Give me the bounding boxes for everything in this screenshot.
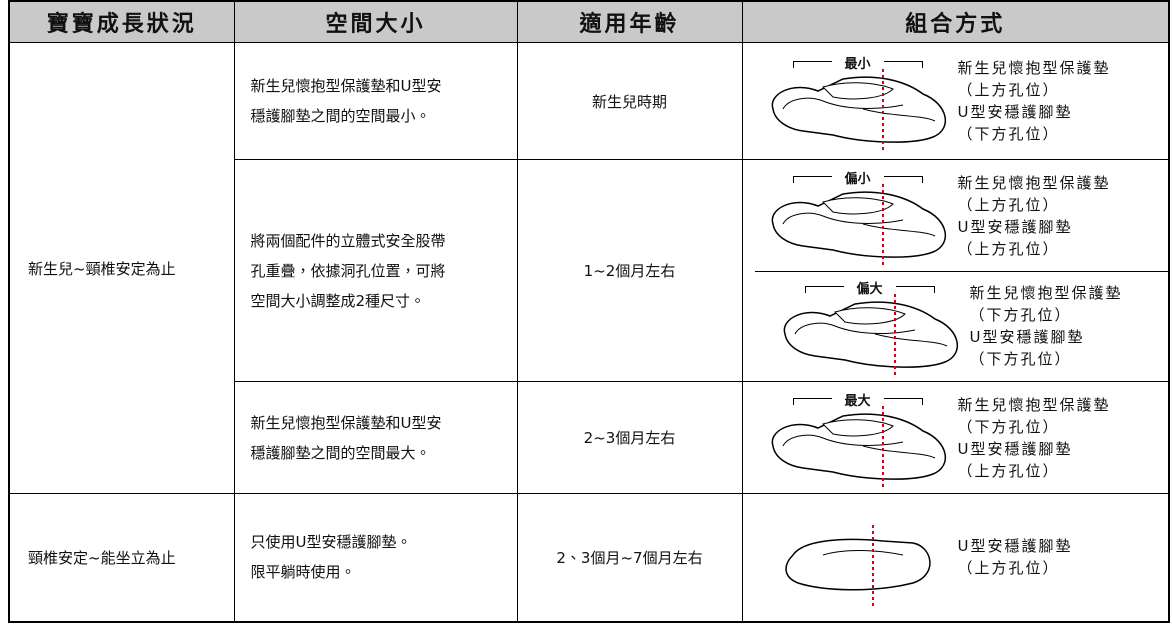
combo-line: U型安穩護腳墊 [957, 439, 1073, 458]
combo-picture: 偏小 [743, 166, 958, 266]
combo-line: 新生兒懷抱型保護墊 [957, 395, 1111, 414]
size-label: 偏小 [792, 168, 923, 187]
combo: 偏大 新生兒懷抱型保護墊 （下方孔位） U型安穩護腳墊 （下方孔位） [754, 270, 1168, 381]
combo-line: （下方孔位） [969, 306, 1072, 324]
table-row: 新生兒~頸椎安定為止 新生兒懷抱型保護墊和U型安 穩護腳墊之間的空間最小。 新生兒時期… [8, 42, 1170, 494]
stage-cell: 頸椎安定~能坐立為止 [8, 493, 235, 622]
combo: 最小 新生兒懷抱型保護墊 （上方孔位） U型安穩護腳墊 （下方孔位） [743, 46, 1169, 156]
combo-line: U型安穩護腳墊 [957, 103, 1073, 121]
combo-line: U型安穩護腳墊 [957, 217, 1073, 236]
combo-text: 新生兒懷抱型保護墊 （下方孔位） U型安穩護腳墊 （上方孔位） [958, 394, 1111, 482]
combo-line: （下方孔位） [957, 125, 1060, 143]
combo-text: 新生兒懷抱型保護墊 （下方孔位） U型安穩護腳墊 （下方孔位） [970, 282, 1123, 370]
space-line: 限平躺時使用。 [250, 563, 356, 582]
combo-line: （上方孔位） [957, 239, 1060, 258]
combo-cell: 偏小 新生兒懷抱型保護墊 （上方孔位） U型安穩護腳墊 （上方孔位） 偏大 新生兒懷抱型保護… [741, 159, 1170, 382]
space-line: 孔重疊，依據洞孔位置，可將 [250, 261, 446, 280]
cushion-drawing [783, 294, 958, 376]
table: 寶寶成長狀況 空間大小 適用年齡 組合方式 新生兒~頸椎安定為止 新生兒懷抱型保護墊和U… [8, 0, 1170, 623]
size-label: 最小 [792, 53, 923, 72]
combo-text: U型安穩護腳墊 （上方孔位） [958, 535, 1073, 579]
header-row: 寶寶成長狀況 空間大小 適用年齡 組合方式 [8, 0, 1170, 43]
combo-picture: 最大 [743, 388, 958, 488]
space-cell: 將兩個配件的立體式安全股帶 孔重疊，依據洞孔位置，可將 空間大小調整成2種尺寸。 [233, 159, 518, 382]
space-line: 新生兒懷抱型保護墊和U型安 [250, 77, 442, 95]
combo-line: 新生兒懷抱型保護墊 [957, 59, 1111, 77]
header-cell: 寶寶成長狀況 [8, 0, 235, 43]
cushion-drawing [784, 525, 931, 608]
space-line: 穩護腳墊之間的空間最大。 [250, 443, 431, 462]
combo: 偏小 新生兒懷抱型保護墊 （上方孔位） U型安穩護腳墊 （上方孔位） [743, 161, 1169, 271]
space-line: 空間大小調整成2種尺寸。 [250, 291, 426, 310]
combo-line: （上方孔位） [957, 559, 1060, 578]
combo-line: 新生兒懷抱型保護墊 [957, 173, 1111, 192]
combo-cell: U型安穩護腳墊 （上方孔位） [741, 493, 1170, 622]
space-cell: 新生兒懷抱型保護墊和U型安 穩護腳墊之間的空間最小。 [233, 42, 518, 160]
table-row: 新生兒懷抱型保護墊和U型安 穩護腳墊之間的空間最大。 2~3個月左右 最大 新生兒懷抱型… [9, 381, 1170, 494]
age-cell: 新生兒時期 [516, 42, 743, 160]
combo-line: U型安穩護腳墊 [969, 328, 1085, 346]
combo-line: （下方孔位） [957, 417, 1060, 436]
space-line: 新生兒懷抱型保護墊和U型安 [250, 413, 442, 432]
combo-line: （下方孔位） [969, 350, 1072, 368]
combo-line: （上方孔位） [957, 461, 1060, 480]
age-cell: 1~2個月左右 [516, 159, 743, 382]
combo-cell: 最大 新生兒懷抱型保護墊 （下方孔位） U型安穩護腳墊 （上方孔位） [741, 381, 1170, 494]
space-cell: 只使用U型安穩護腳墊。 限平躺時使用。 [233, 493, 518, 622]
stage-cell: 新生兒~頸椎安定為止 [8, 42, 235, 494]
combo-picture [743, 507, 958, 608]
age-cell: 2、3個月~7個月左右 [516, 493, 743, 622]
combo-text: 新生兒懷抱型保護墊 （上方孔位） U型安穩護腳墊 （下方孔位） [958, 57, 1111, 145]
combo-cell: 最小 新生兒懷抱型保護墊 （上方孔位） U型安穩護腳墊 （下方孔位） [741, 42, 1170, 160]
combo-text: 新生兒懷抱型保護墊 （上方孔位） U型安穩護腳墊 （上方孔位） [958, 172, 1111, 260]
combo-line: （上方孔位） [957, 195, 1060, 214]
table-row: 頸椎安定~能坐立為止 只使用U型安穩護腳墊。 限平躺時使用。 2、3個月~7個月左右 U… [8, 493, 1170, 622]
header-cell: 適用年齡 [516, 0, 743, 43]
space-cell: 新生兒懷抱型保護墊和U型安 穩護腳墊之間的空間最大。 [233, 381, 518, 494]
combo-line: 新生兒懷抱型保護墊 [969, 284, 1123, 302]
combo-picture: 偏大 [755, 276, 970, 376]
space-line: 只使用U型安穩護腳墊。 [250, 533, 412, 552]
space-line: 將兩個配件的立體式安全股帶 [250, 231, 446, 250]
table-wrap: 寶寶成長狀況 空間大小 適用年齡 組合方式 新生兒~頸椎安定為止 新生兒懷抱型保護墊和U… [8, 0, 1170, 623]
cushion-drawing [771, 405, 946, 488]
size-label: 偏大 [804, 278, 935, 297]
header-cell: 組合方式 [741, 0, 1170, 43]
combo: U型安穩護腳墊 （上方孔位） [743, 502, 1169, 612]
space-line: 穩護腳墊之間的空間最小。 [250, 107, 431, 125]
combo: 最大 新生兒懷抱型保護墊 （下方孔位） U型安穩護腳墊 （上方孔位） [743, 383, 1169, 493]
header-cell: 空間大小 [233, 0, 518, 43]
table-row: 將兩個配件的立體式安全股帶 孔重疊，依據洞孔位置，可將 空間大小調整成2種尺寸。 1~… [9, 159, 1170, 382]
combo-line: （上方孔位） [957, 81, 1060, 99]
cushion-drawing [771, 69, 946, 151]
cushion-drawing [771, 183, 946, 266]
size-label: 最大 [792, 390, 923, 409]
age-cell: 2~3個月左右 [516, 381, 743, 494]
combo-line: U型安穩護腳墊 [957, 537, 1073, 556]
combo-picture: 最小 [743, 51, 958, 151]
